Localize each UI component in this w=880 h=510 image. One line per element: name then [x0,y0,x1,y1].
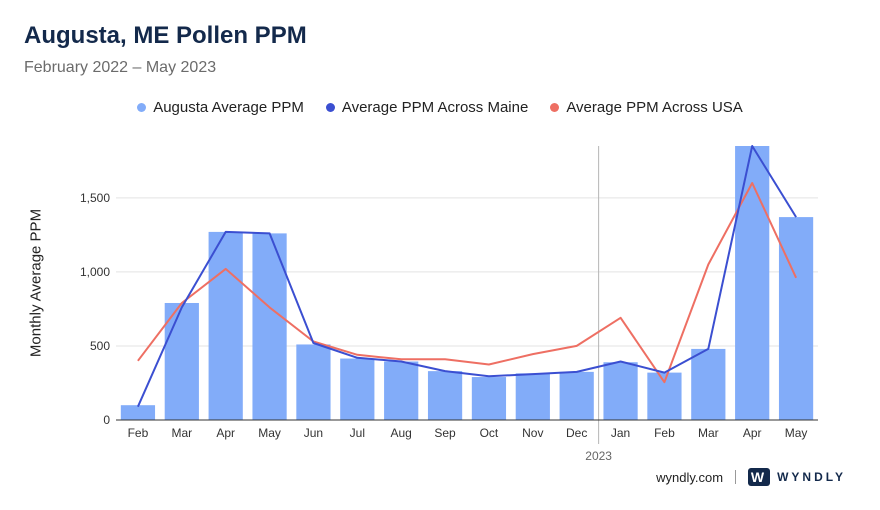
x-tick-label: Nov [522,426,543,440]
year-label: 2023 [585,449,612,463]
series-line-maine [136,145,797,408]
x-tick-label: Feb [128,426,149,440]
chart-subtitle: February 2022 – May 2023 [24,59,217,76]
bar [778,217,814,420]
x-tick-label: Jan [611,426,630,440]
brand-logo: W WYNDLY [748,468,846,486]
legend-label-maine: Average PPM Across Maine [341,99,529,116]
legend-marker-augusta [137,103,147,112]
legend-marker-maine [325,103,335,112]
legend-label-augusta: Augusta Average PPM [153,99,304,116]
series-line-usa [137,182,798,384]
bar [515,373,550,420]
x-tick-label: Sep [434,426,456,440]
legend-label-usa: Average PPM Across USA [566,99,743,116]
x-tick-label: Apr [216,426,235,440]
wyndly-logo-icon: W [748,468,771,486]
legend: Augusta Average PPM Average PPM Across M… [0,99,880,116]
legend-item-maine: Average PPM Across Maine [325,99,529,116]
bar [427,371,463,420]
bar [471,377,507,420]
bar [208,231,243,420]
y-tick-label: 0 [103,413,110,427]
x-tick-label: May [785,426,808,440]
x-tick-label: Jul [350,426,365,440]
logo-letter: W [751,469,767,485]
footer-site-link[interactable]: wyndly.com [656,469,724,485]
bar [603,362,638,420]
x-tick-label: Mar [698,426,719,440]
legend-item-usa: Average PPM Across USA [550,99,743,116]
footer-separator [735,470,737,484]
y-tick-label: 500 [90,339,110,353]
legend-marker-usa [550,103,560,112]
y-tick-label: 1,500 [80,191,110,205]
bar [296,344,331,420]
x-tick-label: Oct [480,426,499,440]
footer: wyndly.com W WYNDLY [656,468,846,486]
x-tick-label: Apr [743,426,762,440]
x-tick-label: May [258,426,281,440]
x-tick-label: Feb [654,426,675,440]
bar [340,358,375,420]
brand-name: WYNDLY [777,470,846,484]
x-tick-label: Mar [171,426,192,440]
x-tick-label: Dec [566,426,587,440]
bar [164,302,199,420]
bar [120,405,156,420]
bar [691,348,726,420]
y-tick-label: 1,000 [80,265,110,279]
bar [384,361,419,420]
x-tick-label: Aug [391,426,412,440]
legend-item-augusta: Augusta Average PPM [137,99,304,116]
bar [735,146,770,420]
chart-title: Augusta, ME Pollen PPM [24,22,307,49]
bar [559,371,594,420]
x-tick-label: Jun [304,426,323,440]
